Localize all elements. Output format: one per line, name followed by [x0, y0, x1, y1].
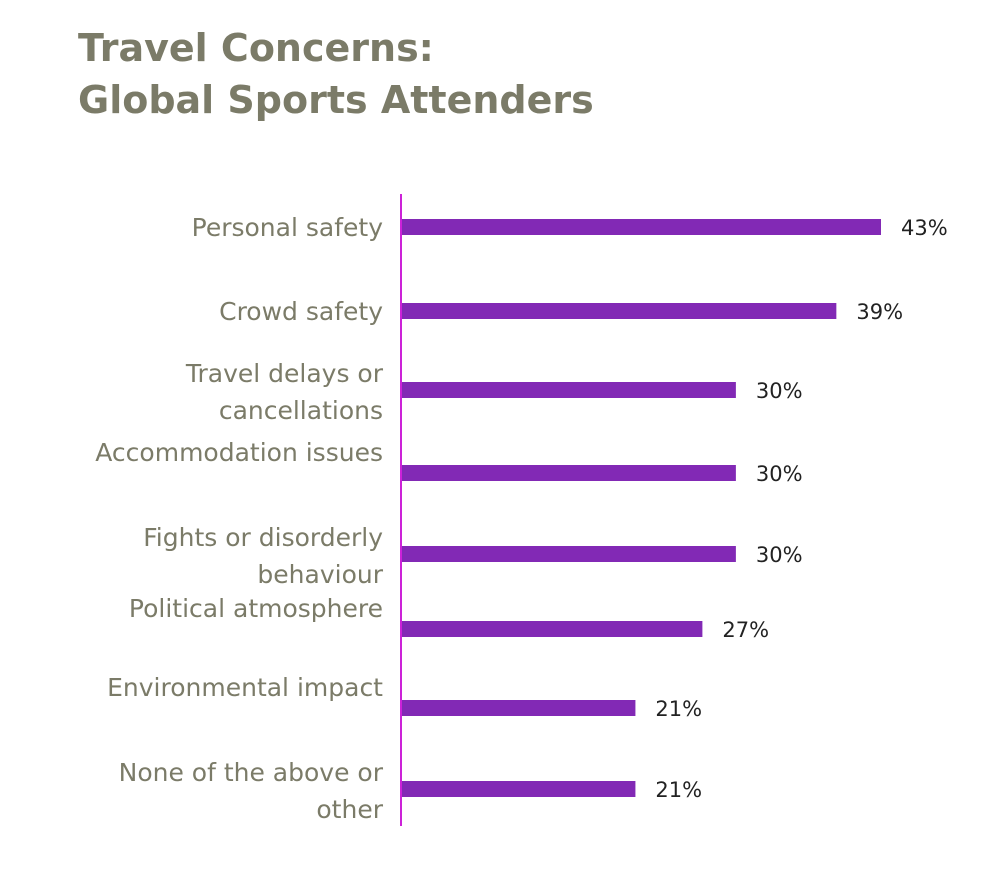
- category-label: Personal safety: [192, 213, 384, 242]
- value-label: 43%: [901, 216, 948, 240]
- value-label: 21%: [655, 697, 702, 721]
- bar: [401, 465, 736, 481]
- category-label: Fights or disorderly: [143, 523, 383, 552]
- value-label: 21%: [655, 778, 702, 802]
- category-label: other: [316, 795, 383, 824]
- chart-title: Travel Concerns: Global Sports Attenders: [78, 22, 594, 126]
- category-label: Political atmosphere: [129, 594, 383, 623]
- bar: [401, 303, 837, 319]
- bar: [401, 621, 703, 637]
- value-label: 39%: [856, 300, 903, 324]
- chart-title-line-2: Global Sports Attenders: [78, 78, 594, 122]
- category-label: None of the above or: [119, 758, 384, 787]
- value-label: 30%: [756, 462, 803, 486]
- bar: [401, 382, 736, 398]
- category-label: Environmental impact: [107, 673, 383, 702]
- value-label: 27%: [722, 618, 769, 642]
- bar: [401, 546, 736, 562]
- bar: [401, 700, 636, 716]
- category-label: Travel delays or: [185, 359, 384, 388]
- value-label: 30%: [756, 379, 803, 403]
- category-label: Accommodation issues: [95, 438, 383, 467]
- category-label: cancellations: [219, 396, 383, 425]
- category-label: Crowd safety: [219, 297, 383, 326]
- value-label: 30%: [756, 543, 803, 567]
- bar: [401, 219, 881, 235]
- category-label: behaviour: [257, 560, 383, 589]
- chart-title-line-1: Travel Concerns:: [78, 26, 434, 70]
- bar: [401, 781, 636, 797]
